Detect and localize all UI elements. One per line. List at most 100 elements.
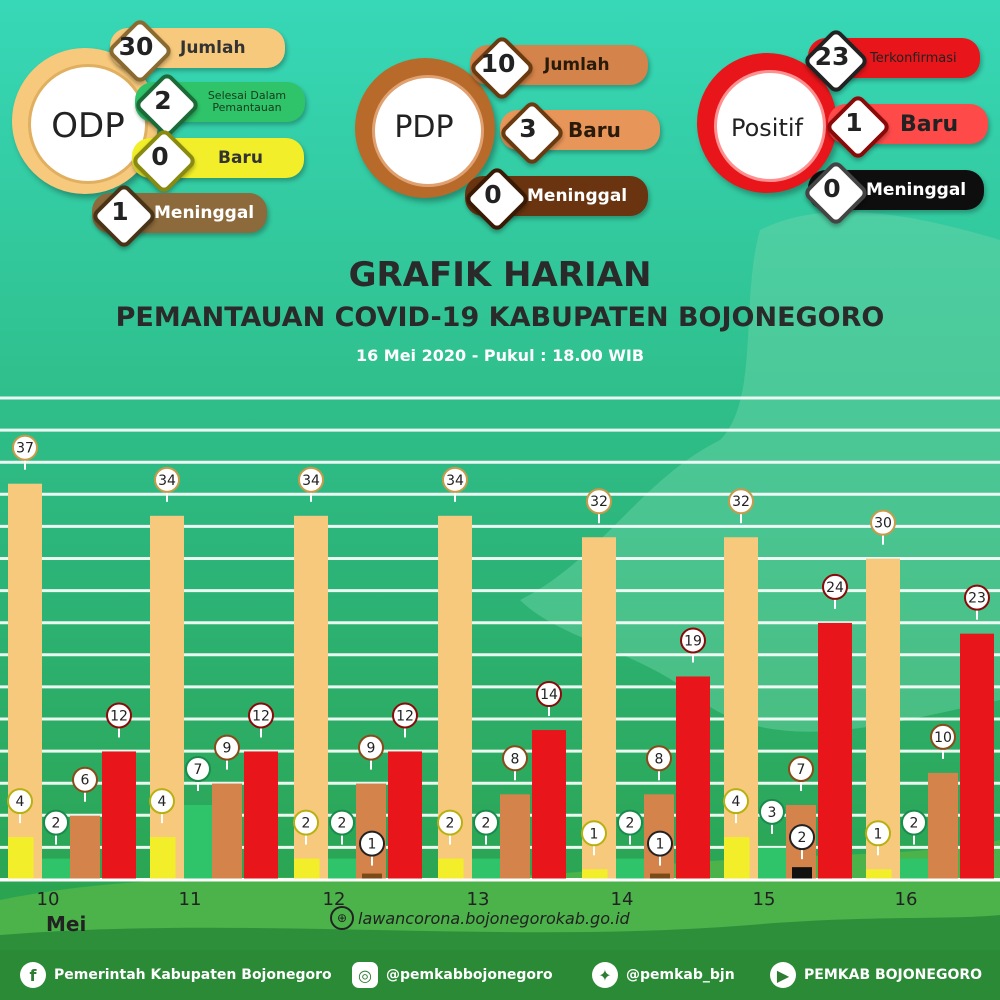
odp-selesai-value: 2: [154, 85, 172, 115]
bar-pdp: [500, 794, 530, 880]
data-label: 3: [768, 805, 777, 821]
data-label-bubble: [647, 830, 673, 857]
positif-meninggal-value: 0: [823, 173, 841, 203]
positif-terkonfirmasi-label: Terkonfirmasi: [870, 50, 957, 66]
footer-twitter[interactable]: ✦ @pemkab_bjn: [592, 953, 735, 997]
data-label: 8: [655, 751, 664, 767]
data-label: 12: [110, 708, 128, 724]
data-label-bubble: [359, 830, 385, 857]
bar-odp-new: [150, 837, 176, 880]
bar-odp: [150, 515, 184, 880]
data-label-bubble: [473, 809, 499, 836]
data-label-bubble: [822, 573, 848, 600]
data-label-bubble: [248, 702, 274, 729]
data-label: 10: [934, 730, 952, 746]
bar-selesai: [472, 858, 500, 880]
data-label: 34: [158, 473, 176, 489]
bar-pdp: [928, 772, 958, 880]
data-label-bubble: [870, 509, 896, 536]
data-label-bubble: [964, 584, 990, 611]
data-label: 2: [52, 816, 61, 832]
data-label: 19: [684, 633, 702, 649]
x-tick-label: 12: [323, 889, 346, 910]
positif-ring-inner: [714, 70, 826, 182]
x-tick-label: 16: [895, 889, 918, 910]
pdp-meninggal-value: 0: [484, 179, 502, 209]
footer-facebook[interactable]: f Pemerintah Kabupaten Bojonegoro: [20, 953, 332, 997]
data-label: 34: [302, 473, 320, 489]
data-label: 34: [446, 473, 464, 489]
bar-odp-new: [724, 837, 750, 880]
data-label-bubble: [329, 809, 355, 836]
bar-selesai: [184, 805, 212, 880]
data-label: 8: [511, 751, 520, 767]
data-label-bubble: [154, 466, 180, 493]
positif-baru-label: Baru: [900, 111, 959, 137]
odp-card-title: ODP: [51, 106, 125, 146]
bar-selesai: [616, 858, 644, 880]
x-tick-label: 11: [179, 889, 202, 910]
page-date: 16 Mei 2020 - Pukul : 18.00 WIB: [355, 346, 645, 365]
data-label-bubble: [930, 723, 956, 750]
data-label: 2: [910, 816, 919, 832]
x-tick-label: 14: [611, 889, 634, 910]
bar-meninggal: [792, 867, 812, 880]
data-label-bubble: [680, 627, 706, 654]
data-label: 2: [482, 816, 491, 832]
data-label-bubble: [437, 809, 463, 836]
data-label: 37: [16, 441, 34, 457]
website-url[interactable]: lawancorona.bojonegorokab.go.id: [358, 908, 630, 928]
data-label-bubble: [536, 681, 562, 708]
data-label: 1: [656, 837, 665, 853]
pdp-card-title: PDP: [394, 110, 454, 145]
data-label: 14: [540, 687, 558, 703]
footer-facebook-label: Pemerintah Kabupaten Bojonegoro: [54, 967, 332, 983]
data-label-bubble: [293, 809, 319, 836]
bar-selesai: [758, 847, 786, 880]
data-label-bubble: [72, 766, 98, 793]
data-label-bubble: [901, 809, 927, 836]
data-label-bubble: [586, 488, 612, 515]
pdp-ring-inner: [372, 75, 484, 187]
page-title: GRAFIK HARIAN: [348, 255, 652, 295]
data-label-bubble: [646, 745, 672, 772]
bar-odp-new: [438, 858, 464, 880]
page-subtitle: PEMANTAUAN COVID-19 KABUPATEN BOJONEGORO: [115, 302, 885, 333]
footer-instagram-label: @pemkabbojonegoro: [386, 967, 553, 983]
x-tick-label: 10: [37, 889, 60, 910]
data-label-bubble: [12, 434, 38, 461]
x-tick-label: 13: [467, 889, 490, 910]
bar-positif: [960, 633, 994, 880]
data-label-bubble: [789, 824, 815, 851]
odp-meninggal-label: Meninggal: [154, 203, 255, 223]
pdp-jumlah-label: Jumlah: [544, 55, 610, 75]
footer-instagram[interactable]: ◎ @pemkabbojonegoro: [352, 953, 553, 997]
globe-icon: ⊕: [330, 906, 354, 930]
data-label-bubble: [149, 788, 175, 815]
data-label: 9: [223, 741, 232, 757]
x-tick-label: 15: [753, 889, 776, 910]
bar-positif: [244, 751, 278, 880]
data-label: 2: [338, 816, 347, 832]
instagram-icon: ◎: [352, 962, 378, 988]
data-label-bubble: [358, 734, 384, 761]
month-label: Mei: [46, 912, 87, 936]
data-label: 9: [367, 741, 376, 757]
bar-selesai: [900, 858, 928, 880]
data-label-bubble: [7, 788, 33, 815]
bar-odp-new: [294, 858, 320, 880]
data-label: 2: [302, 816, 311, 832]
positif-terkonfirmasi-value: 23: [814, 41, 850, 71]
data-label-bubble: [106, 702, 132, 729]
footer-youtube[interactable]: ▶ PEMKAB BOJONEGORO: [770, 953, 982, 997]
odp-baru-label: Baru: [218, 148, 263, 168]
pdp-jumlah-value: 10: [480, 48, 516, 78]
website: ⊕ lawancorona.bojonegorokab.go.id: [330, 906, 630, 930]
bar-odp-new: [8, 837, 34, 880]
data-label-bubble: [728, 488, 754, 515]
odp-selesai-label: Selesai Dalam Pemantauan: [207, 89, 287, 114]
bar-positif: [388, 751, 422, 880]
bar-positif: [818, 622, 852, 880]
data-label-bubble: [788, 756, 814, 783]
